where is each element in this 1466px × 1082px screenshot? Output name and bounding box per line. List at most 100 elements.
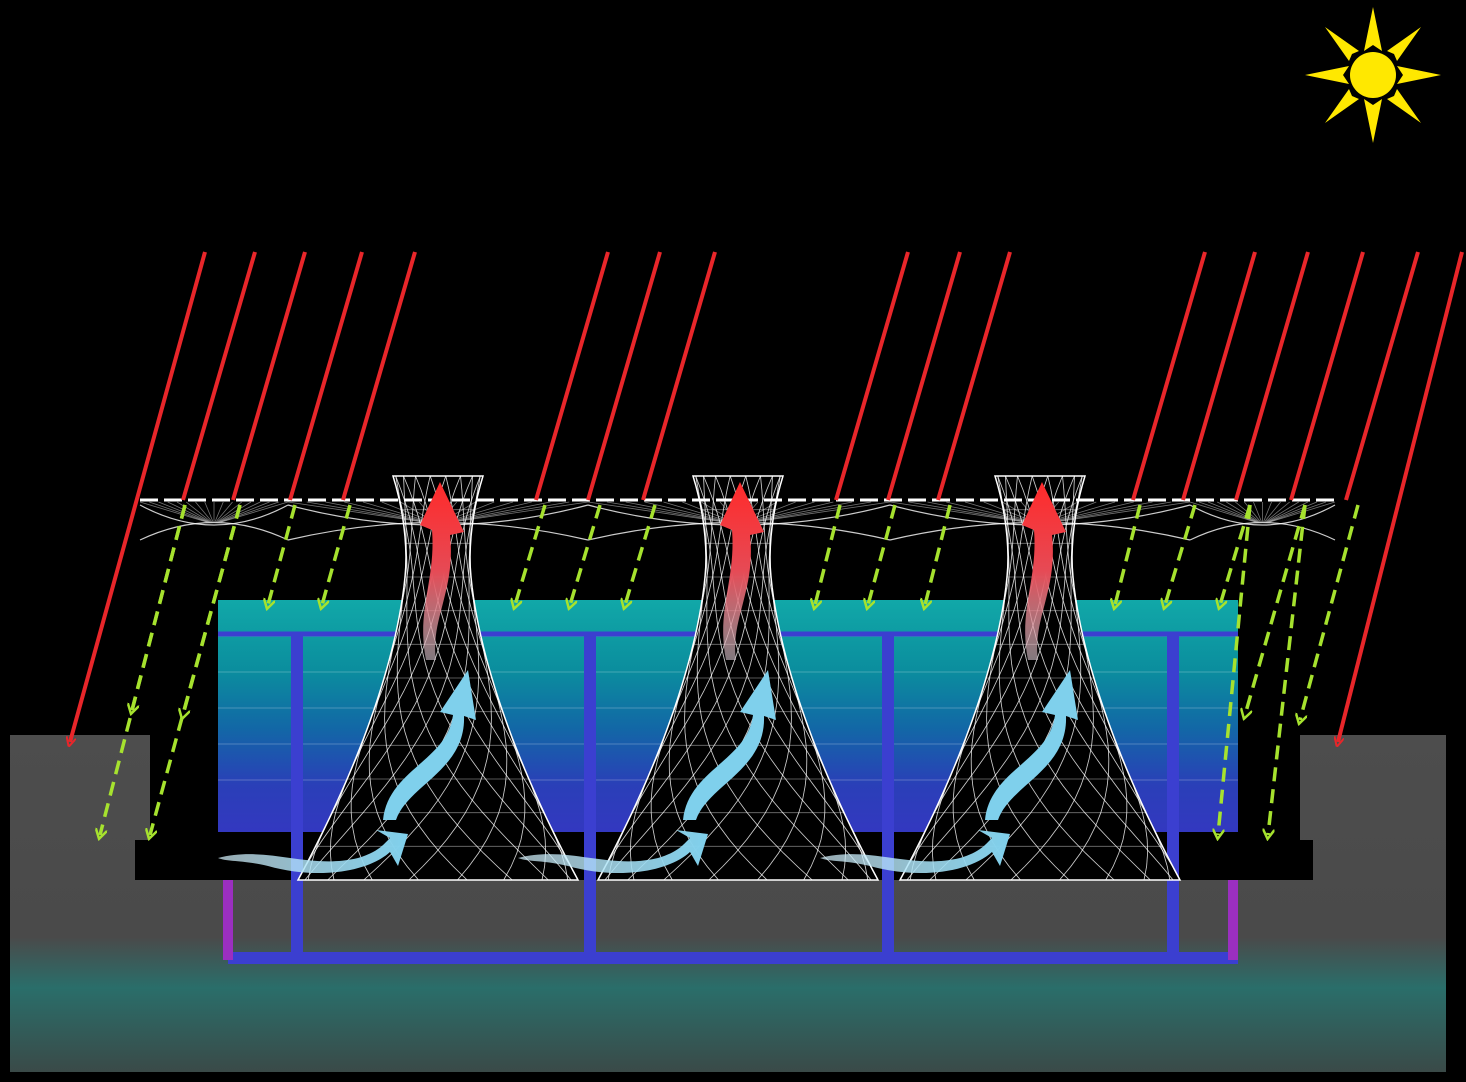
canopy-strut — [220, 501, 279, 523]
canopy-strut — [1217, 501, 1259, 523]
canopy-strut — [1266, 501, 1308, 523]
diffuse-ray-arrow — [1165, 504, 1197, 605]
tower-lattice-line — [998, 475, 1115, 881]
canopy-strut — [451, 501, 570, 523]
canopy-strut — [1244, 501, 1261, 523]
tower-lattice-line — [395, 475, 549, 881]
canopy-strut — [752, 501, 872, 523]
solar-ray-arrow — [341, 251, 417, 501]
tower-lattice-line — [395, 475, 579, 881]
tower-lattice-line — [994, 475, 1174, 881]
tower-lattice-line — [708, 475, 792, 881]
tower-lattice-line — [597, 475, 781, 881]
tower-lattice-line — [695, 475, 879, 881]
canopy-strut — [1264, 501, 1281, 523]
canopy-upper-chord — [1189, 522, 1336, 541]
lattice-tower — [898, 475, 1182, 881]
tower-lattice-line — [997, 475, 1151, 881]
solar-ray-arrow — [834, 251, 910, 501]
diffuse-ray-arrow — [1115, 504, 1142, 605]
canopy-lower-chord — [139, 504, 289, 526]
canopy-strut — [908, 501, 1027, 523]
canopy-strut — [287, 501, 424, 523]
tower-airflow — [518, 482, 776, 874]
tower-lattice-line — [986, 475, 1070, 881]
tower-lattice-line — [392, 475, 572, 881]
cool-air-arrow — [820, 830, 1010, 874]
tower-lattice-line — [696, 475, 813, 881]
airflow-arrows — [218, 482, 1078, 874]
tower-lattice-line — [604, 475, 784, 881]
canopy-bay — [1189, 501, 1336, 541]
diffuse-ray-arrow — [515, 504, 547, 605]
solar-ray-arrow — [1131, 251, 1207, 501]
diffuse-ray-arrow — [268, 504, 297, 605]
solar-ray-arrow — [1338, 251, 1464, 742]
canopy-strut — [587, 501, 724, 523]
canopy-strut — [1267, 501, 1318, 523]
hot-air-arrow — [720, 482, 764, 660]
ground-section — [10, 735, 1446, 1072]
canopy-strut — [748, 501, 834, 523]
diffuse-ray-arrow — [183, 504, 242, 715]
hot-air-arrow — [1022, 482, 1066, 660]
solar-rays — [70, 251, 1464, 742]
tower-lattice-line — [1047, 475, 1110, 881]
canopy-strut — [216, 501, 243, 523]
canopy-strut — [1198, 501, 1257, 523]
canopy-strut — [606, 501, 726, 523]
cool-air-rising-arrow — [985, 670, 1078, 820]
canopy-strut — [889, 501, 1026, 523]
cool-air-rising-arrow — [383, 670, 476, 820]
canopy-strut — [1263, 501, 1272, 523]
tower-lattice-line — [899, 475, 1083, 881]
diffuse-ray-arrow — [322, 504, 352, 605]
canopy-strut — [176, 501, 211, 523]
canopy-strut — [447, 501, 532, 523]
solar-ray-arrow — [231, 251, 307, 501]
tower-lattice-line — [396, 475, 513, 881]
tower-lattice-line — [307, 475, 473, 881]
cool-air-arrow — [218, 830, 408, 874]
canopy-strut — [964, 501, 1033, 523]
tower-lattice-line — [297, 475, 481, 881]
canopy-strut — [149, 501, 208, 523]
tower-lattice-line — [445, 475, 508, 881]
canopy-strut — [1253, 501, 1262, 523]
tower-lattice-line — [304, 475, 484, 881]
canopy-strut — [644, 501, 730, 523]
canopy-strut — [167, 501, 210, 523]
canopy-bay — [139, 501, 289, 541]
diffuse-ray-arrow — [1268, 504, 1307, 835]
tower-lattice-line — [909, 475, 1075, 881]
cool-air-arrow — [518, 830, 708, 874]
tower-lattice-line — [668, 475, 731, 881]
solar-ray-arrow — [534, 251, 610, 501]
solar-ray-arrow — [586, 251, 662, 501]
canopy-strut — [1053, 501, 1172, 523]
solar-ray-arrow — [641, 251, 717, 501]
diffuse-ray-arrow — [1245, 504, 1307, 715]
canopy-strut — [217, 501, 252, 523]
tower-lattice-line — [368, 475, 431, 881]
canopy-strut — [1226, 501, 1260, 523]
canopy-strut — [306, 501, 425, 523]
canopy-lower-chord — [1189, 504, 1336, 526]
canopy-strut — [946, 501, 1031, 523]
tower-lattice-line — [906, 475, 1086, 881]
tower-airflow — [218, 482, 476, 874]
solar-ray-arrow — [1344, 251, 1420, 501]
canopy-strut — [362, 501, 431, 523]
lattice-towers — [296, 475, 1182, 881]
canopy-strut — [1189, 501, 1256, 523]
tower-lattice-line — [997, 475, 1181, 881]
tower-lattice-line — [350, 475, 447, 881]
diffuse-ray-arrow — [570, 504, 602, 605]
canopy-strut — [927, 501, 1029, 523]
tower-lattice-line — [650, 475, 747, 881]
tower-lattice-line — [692, 475, 872, 881]
canopy-strut — [215, 501, 233, 523]
diffuse-ray-arrow — [1218, 504, 1252, 835]
